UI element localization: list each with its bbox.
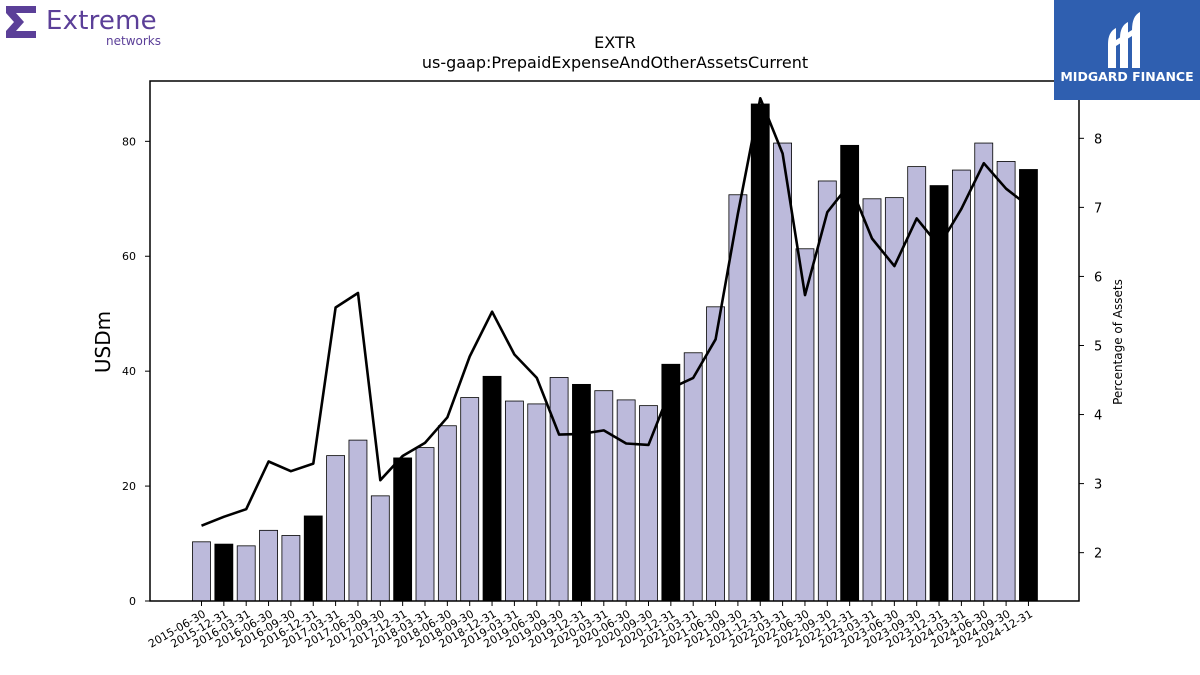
y-tick-label: 0	[129, 595, 136, 608]
y-tick-label: 20	[122, 480, 136, 493]
y2-tick-label: 2	[1094, 547, 1102, 562]
extreme-logo-icon	[6, 6, 36, 38]
bar	[281, 535, 301, 602]
bar	[370, 495, 390, 602]
bar	[683, 352, 703, 602]
bar-annual	[482, 375, 502, 602]
bar-annual	[572, 383, 591, 602]
y2-tick-label: 3	[1094, 478, 1102, 493]
y-axis: 0 20 40 60 80	[122, 135, 150, 608]
bar	[437, 425, 457, 602]
bar-annual	[303, 515, 323, 602]
midgard-logo-icon	[1108, 12, 1140, 68]
bar	[616, 399, 636, 602]
bars-layer	[192, 103, 1038, 602]
bar-annual	[214, 543, 234, 602]
percentage-line	[201, 97, 1030, 527]
bar-annual	[661, 363, 681, 602]
y-tick-label: 60	[122, 250, 136, 263]
bar	[192, 541, 211, 602]
bar-annual	[750, 103, 770, 602]
y-axis-label: USDm	[91, 311, 115, 373]
y2-tick-label: 5	[1094, 339, 1102, 354]
midgard-finance-logo: MIDGARD FINANCE	[1054, 0, 1200, 100]
logo-wordmark: Extreme	[46, 6, 157, 36]
chart-title: EXTR	[594, 33, 636, 52]
bar	[974, 142, 994, 602]
plot-frame	[149, 80, 1080, 602]
y2-tick-label: 6	[1094, 270, 1102, 285]
bar-annual	[929, 185, 949, 602]
y-tick-label: 80	[122, 135, 136, 148]
bar	[348, 439, 368, 602]
bar	[862, 198, 882, 602]
bar	[236, 545, 256, 602]
bar	[259, 529, 278, 602]
bar	[326, 455, 346, 602]
bar	[639, 405, 658, 602]
bar	[996, 161, 1016, 602]
y2-tick-label: 7	[1094, 201, 1102, 216]
y2-tick-label: 8	[1094, 132, 1102, 147]
bar-annual	[393, 457, 413, 602]
bar	[594, 390, 614, 602]
x-axis: 2015-06-302015-12-312016-03-312016-06-30…	[146, 601, 1035, 651]
bar	[460, 397, 480, 602]
y-tick-label: 40	[122, 365, 136, 378]
logo-subtext: networks	[106, 34, 161, 48]
bar-annual	[1019, 169, 1038, 602]
line-layer	[201, 97, 1030, 527]
bar	[817, 180, 837, 602]
bar	[527, 403, 547, 602]
y2-axis: 2 3 4 5 6 7 8	[1079, 132, 1102, 562]
bar-annual	[840, 144, 860, 602]
y2-tick-label: 4	[1094, 409, 1102, 424]
bar	[415, 447, 435, 602]
midgard-logo-text: MIDGARD FINANCE	[1060, 69, 1194, 84]
bar	[504, 400, 524, 602]
chart-subtitle: us-gaap:PrepaidExpenseAndOtherAssetsCurr…	[422, 53, 808, 72]
y2-axis-label: Percentage of Assets	[1111, 279, 1125, 405]
bar	[795, 248, 815, 602]
extreme-networks-logo: Extreme networks	[4, 4, 174, 48]
bar	[549, 377, 569, 602]
bar	[773, 142, 792, 602]
bar	[952, 169, 971, 602]
